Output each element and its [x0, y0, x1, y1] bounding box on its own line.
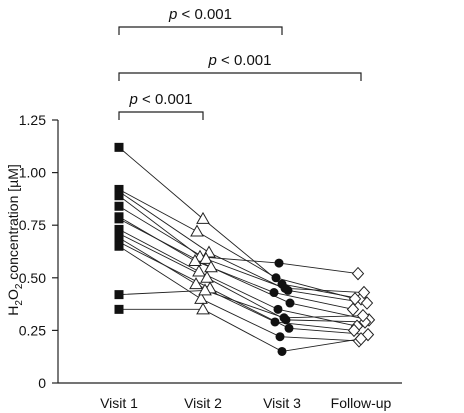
- followup-diamond-marker: [356, 308, 370, 323]
- visit3-circle-marker: [273, 304, 283, 314]
- visit2-triangle-marker: [196, 302, 210, 315]
- visit3-circle-marker: [275, 332, 285, 342]
- data-markers: [114, 142, 376, 356]
- y-tick-label: 0.75: [19, 217, 46, 233]
- visit2-triangle-marker: [204, 260, 218, 273]
- visit2-triangle-marker: [196, 211, 210, 224]
- x-ticks: Visit 1 Visit 2 Visit 3 Follow-up: [100, 395, 391, 411]
- followup-diamond-marker: [346, 302, 360, 317]
- subject-line: [118, 289, 364, 319]
- subject-line: [118, 189, 356, 300]
- visit1-square-marker: [114, 304, 124, 314]
- visit2-triangle-marker: [194, 291, 208, 304]
- y-tick-label: 1.25: [19, 112, 46, 128]
- subject-line: [118, 205, 365, 293]
- x-tick-label: Visit 1: [100, 395, 138, 411]
- y-tick-label: 1.00: [19, 165, 46, 181]
- y-tick-label: 0.50: [19, 270, 46, 286]
- subject-line: [118, 245, 360, 342]
- axes: [57, 120, 402, 384]
- visit3-circle-marker: [271, 273, 281, 283]
- x-tick-label: Visit 2: [184, 395, 222, 411]
- visit1-square-marker: [114, 201, 124, 211]
- followup-diamond-marker: [347, 323, 361, 338]
- significance-brackets: p < 0.001 p < 0.001 p < 0.001: [118, 6, 362, 120]
- x-tick-label: Visit 3: [263, 395, 301, 411]
- visit2-triangle-marker: [188, 253, 202, 266]
- p-value-label: p < 0.001: [208, 52, 272, 69]
- subject-line: [118, 191, 368, 304]
- visit3-circle-marker: [285, 298, 295, 308]
- p-value-label: p < 0.001: [129, 91, 193, 108]
- visit2-triangle-marker: [200, 270, 214, 283]
- subject-line: [118, 147, 362, 300]
- significance-bracket: [118, 26, 283, 35]
- subject-line: [118, 195, 359, 275]
- subject-lines: [118, 147, 370, 352]
- followup-diamond-marker: [357, 285, 371, 300]
- y-tick-label: 0: [38, 375, 46, 391]
- visit1-square-marker: [114, 214, 124, 224]
- y-ticks: 0 0.25 0.50 0.75 1.00 1.25: [19, 112, 58, 391]
- subject-line: [118, 237, 355, 331]
- y-axis-title: H2O2 concentration [µM]: [5, 164, 25, 315]
- significance-bracket: [118, 111, 204, 120]
- y-tick-label: 0.25: [19, 322, 46, 338]
- followup-diamond-marker: [360, 296, 374, 310]
- visit3-circle-marker: [277, 346, 287, 356]
- visit2-triangle-marker: [189, 277, 203, 290]
- visit2-triangle-marker: [190, 224, 204, 237]
- subject-line: [118, 241, 369, 336]
- visit1-square-marker: [114, 142, 124, 152]
- visit3-circle-marker: [274, 258, 284, 268]
- visit3-circle-marker: [280, 283, 290, 293]
- visit1-square-marker: [114, 241, 124, 251]
- visit2-triangle-marker: [198, 283, 212, 296]
- p-value-label: p < 0.001: [168, 6, 232, 23]
- visit3-circle-marker: [284, 323, 294, 333]
- followup-diamond-marker: [354, 332, 368, 346]
- subject-line: [119, 308, 362, 352]
- followup-diamond-marker: [351, 266, 365, 281]
- visit1-square-marker: [114, 290, 124, 300]
- visit3-circle-marker: [269, 288, 279, 298]
- x-tick-label: Follow-up: [331, 395, 392, 411]
- visit3-circle-marker: [279, 313, 289, 323]
- subject-line: [118, 218, 370, 321]
- visit2-triangle-marker: [199, 251, 213, 264]
- visit1-square-marker: [114, 191, 124, 201]
- visit2-triangle-marker: [192, 264, 206, 277]
- subject-line: [118, 233, 366, 323]
- visit3-circle-marker: [270, 317, 280, 327]
- significance-bracket: [118, 72, 362, 81]
- subject-line: [118, 229, 358, 327]
